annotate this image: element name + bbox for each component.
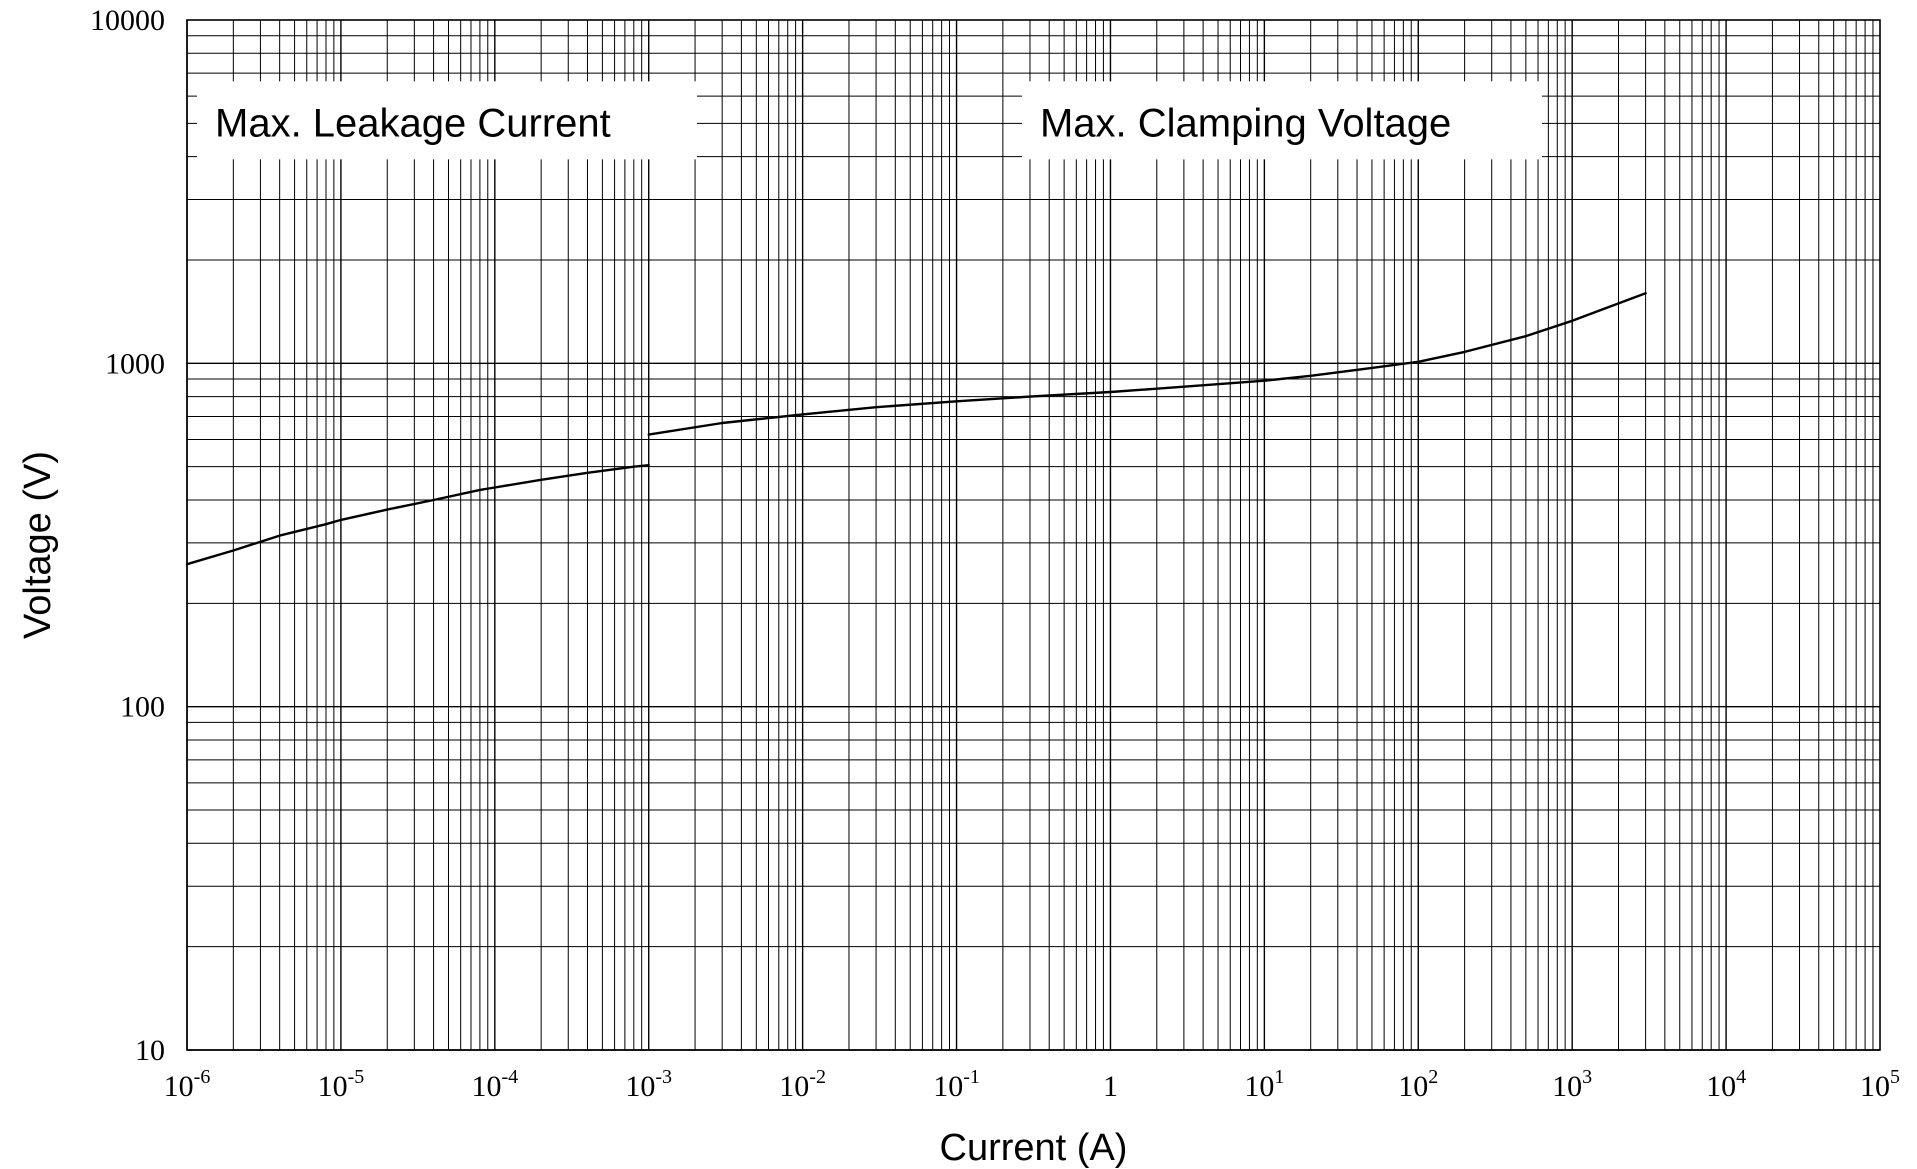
y-tick-label: 10 [135, 1034, 165, 1067]
x-tick-labels: 10-6 10-5 10-4 10-3 10-2 10-1 1 101 102 103 104 105 [164, 1066, 1900, 1103]
x-tick-label: 101 [1244, 1066, 1284, 1103]
x-tick-label: 105 [1860, 1066, 1900, 1103]
x-tick-label: 102 [1398, 1066, 1438, 1103]
annotations: Max. Leakage Current Max. Clamping Voltag… [197, 81, 1542, 160]
x-tick-label: 104 [1706, 1066, 1746, 1103]
major-grid [186, 20, 1880, 1051]
y-tick-label: 10000 [90, 4, 165, 37]
data-series [185, 292, 1647, 566]
minor-grid [187, 20, 1880, 1050]
y-tick-label: 1000 [105, 347, 165, 380]
plot-frame [186, 19, 1881, 1051]
x-tick-label: 10-2 [779, 1066, 826, 1103]
y-axis-title: Voltage (V) [17, 451, 59, 639]
x-tick-label: 10-1 [933, 1066, 980, 1103]
x-tick-label: 10-5 [318, 1066, 365, 1103]
annotation-background [1021, 81, 1542, 160]
annotation-label: Max. Leakage Current [215, 101, 611, 145]
annotation-background [197, 81, 697, 160]
series-line [185, 464, 650, 566]
x-axis-title: Current (A) [940, 1127, 1128, 1169]
y-tick-labels: 10000 1000 100 10 [90, 4, 165, 1067]
series-line [647, 292, 1647, 436]
x-tick-label: 10-4 [471, 1066, 518, 1103]
x-tick-label: 1 [1103, 1070, 1118, 1103]
x-tick-label: 10-6 [164, 1066, 211, 1103]
x-tick-label: 10-3 [625, 1066, 672, 1103]
annotation-label: Max. Clamping Voltage [1040, 101, 1451, 145]
x-tick-label: 103 [1552, 1066, 1592, 1103]
y-tick-label: 100 [120, 691, 165, 724]
